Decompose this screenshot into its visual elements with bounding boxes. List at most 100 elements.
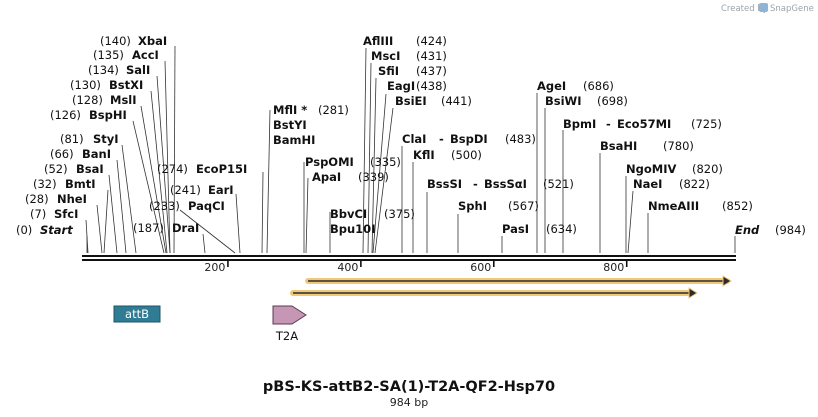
leader-line-nhei (96, 204, 103, 254)
leader-line-bsiei (374, 107, 394, 254)
site-position-pspomi: (335) (370, 155, 401, 169)
enzyme-separator: - (473, 177, 478, 191)
enzyme-label-bsphi[interactable]: BspHI (89, 108, 127, 122)
site-position-bani: (66) (50, 147, 74, 161)
enzyme-label-drai[interactable]: DraI (172, 221, 199, 235)
enzyme-label-naei[interactable]: NaeI (633, 177, 662, 191)
orf-arrow-upper[interactable] (305, 275, 732, 287)
enzyme-label-agei[interactable]: AgeI (537, 79, 566, 93)
leader-line-sfii (371, 77, 377, 254)
enzyme-label-bsahi[interactable]: BsaHI (600, 139, 637, 153)
site-position-bpmi: (725) (691, 117, 722, 131)
enzyme-label-bbvci[interactable]: BbvCI (330, 207, 367, 221)
enzyme-label-eari[interactable]: EarI (208, 183, 234, 197)
leader-line-eagi (372, 93, 387, 254)
enzyme-label-pasi[interactable]: PasI (502, 222, 529, 236)
orf-arrow-lower[interactable] (290, 287, 698, 299)
site-position-bsphi: (126) (50, 108, 81, 122)
scale-tick-label-600: 600 (470, 261, 491, 274)
site-position-msci: (431) (416, 49, 447, 63)
enzyme-label-end[interactable]: End (735, 223, 760, 237)
brand-text: SnapGene (770, 4, 814, 14)
site-position-drai: (187) (133, 221, 164, 235)
enzyme-label-bani[interactable]: BanI (82, 147, 111, 161)
leader-line-drai (202, 233, 206, 254)
enzyme-label-msci[interactable]: MscI (371, 49, 400, 63)
enzyme-label-bsss-i[interactable]: BssSαI (484, 177, 527, 191)
enzyme-label-bamhi[interactable]: BamHI (273, 133, 315, 147)
site-position-eari: (241) (170, 183, 201, 197)
enzyme-label-bpu10i[interactable]: Bpu10I (330, 222, 375, 236)
enzyme-label-eagi[interactable]: EagI (387, 79, 415, 93)
enzyme-separator: - (606, 117, 611, 131)
leader-line-eari (235, 193, 241, 254)
orf-lower-arrowhead (688, 287, 698, 299)
site-position-sfii: (437) (416, 64, 447, 78)
enzyme-label-bsai[interactable]: BsaI (76, 162, 104, 176)
enzyme-label-msli[interactable]: MslI (110, 93, 137, 107)
plasmid-length: 984 bp (390, 396, 428, 409)
scale-ticks: 200 400 600 800 (204, 260, 628, 274)
feature-attb[interactable]: attB (113, 305, 161, 323)
enzyme-label-bstxi[interactable]: BstXI (109, 78, 143, 92)
site-position-nmeaiii: (852) (722, 199, 753, 213)
site-position-bsahi: (780) (663, 139, 694, 153)
enzyme-label-pspomi[interactable]: PspOMI (305, 155, 354, 169)
leader-lines (85, 45, 736, 254)
site-position-end: (984) (775, 223, 806, 237)
enzyme-label-acci[interactable]: AccI (132, 48, 159, 62)
enzyme-label-eco57mi[interactable]: Eco57MI (617, 117, 671, 131)
leader-line-bsphi (132, 120, 165, 254)
site-position-kfli: (500) (451, 148, 482, 162)
enzyme-label-xbai[interactable]: XbaI (138, 34, 167, 48)
scale-tick-label-200: 200 (204, 261, 225, 274)
enzyme-label-bstyi[interactable]: BstYI (273, 118, 307, 132)
site-position-sphi: (567) (508, 199, 539, 213)
leader-line-apai (305, 177, 309, 254)
site-position-sfci: (7) (30, 207, 46, 221)
enzyme-label-nmeaiii[interactable]: NmeAIII (648, 199, 699, 213)
enzyme-label-bmti[interactable]: BmtI (65, 177, 96, 191)
site-position-sali: (134) (88, 63, 119, 77)
enzyme-label-mfli[interactable]: MflI * (273, 103, 307, 117)
enzyme-label-apai[interactable]: ApaI (312, 170, 341, 184)
enzyme-label-bsiei[interactable]: BsiEI (395, 94, 427, 108)
enzyme-label-bsiwi[interactable]: BsiWI (545, 94, 582, 108)
site-position-pasi: (634) (546, 222, 577, 236)
enzyme-label-start[interactable]: Start (40, 223, 73, 237)
enzyme-label-ngomiv[interactable]: NgoMIV (626, 162, 676, 176)
enzyme-label-sfii[interactable]: SfiI (378, 64, 399, 78)
site-position-ecop15i: (274) (157, 162, 188, 176)
site-position-bmti: (32) (33, 177, 57, 191)
enzyme-label-sfci[interactable]: SfcI (54, 207, 78, 221)
leader-line-msci (367, 62, 372, 254)
enzyme-label-afliii[interactable]: AflIII (363, 34, 393, 48)
enzyme-label-clai[interactable]: ClaI (402, 132, 426, 146)
enzyme-label-ecop15i[interactable]: EcoP15I (196, 162, 247, 176)
enzyme-label-paqci[interactable]: PaqCI (188, 199, 225, 213)
scale-tick-label-400: 400 (337, 261, 358, 274)
leader-line-msli (140, 105, 167, 254)
leader-line-bani (116, 159, 127, 254)
leader-line-afliii (362, 47, 367, 254)
enzyme-label-styi[interactable]: StyI (93, 132, 119, 146)
site-position-bsssi: (521) (543, 177, 574, 191)
site-position-agei: (686) (583, 79, 614, 93)
site-position-start: (0) (16, 223, 32, 237)
enzyme-label-kfli[interactable]: KflI (413, 148, 435, 162)
site-position-eagi: (438) (416, 79, 447, 93)
feature-attb-box (113, 305, 161, 323)
enzyme-label-bspdi[interactable]: BspDI (450, 132, 488, 146)
enzyme-label-bpmi[interactable]: BpmI (563, 117, 596, 131)
enzyme-label-sali[interactable]: SalI (126, 63, 150, 77)
leader-line-bstxi (150, 90, 168, 254)
leader-line-ecop15i (261, 171, 264, 254)
enzyme-label-nhei[interactable]: NheI (57, 192, 87, 206)
feature-t2a[interactable]: T2A (272, 305, 307, 343)
site-position-paqci: (233) (149, 199, 180, 213)
enzyme-label-sphi[interactable]: SphI (458, 199, 487, 213)
leader-line-bmti (103, 189, 109, 254)
leader-line-naei (627, 190, 634, 254)
enzyme-label-bsssi[interactable]: BssSI (427, 177, 462, 191)
